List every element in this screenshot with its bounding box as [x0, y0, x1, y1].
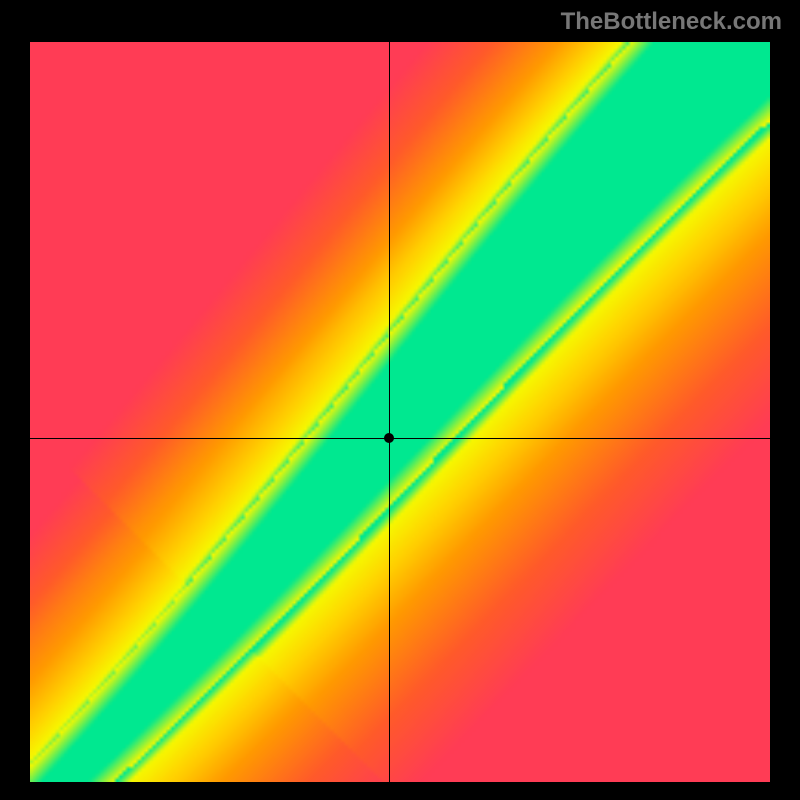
chart-container: TheBottleneck.com	[0, 0, 800, 800]
attribution-label: TheBottleneck.com	[561, 8, 782, 36]
data-point-marker	[384, 433, 394, 443]
plot-area	[30, 42, 770, 782]
heatmap-canvas	[30, 42, 770, 782]
crosshair-vertical	[389, 42, 390, 782]
crosshair-horizontal	[30, 438, 770, 439]
